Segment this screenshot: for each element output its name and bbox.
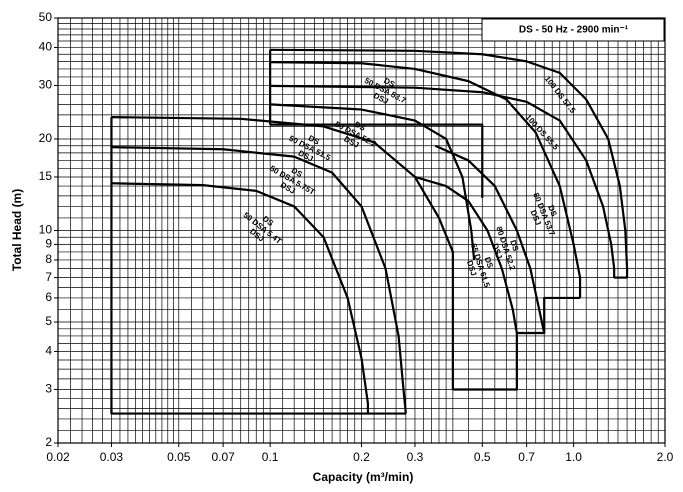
- x-tick-label: 0.02: [46, 450, 70, 464]
- x-tick-label: 0.07: [211, 450, 235, 464]
- curve-label-line: DS: [483, 256, 495, 270]
- y-tick-label: 30: [39, 78, 53, 92]
- y-tick-label: 20: [39, 131, 53, 145]
- y-tick-label: 5: [45, 314, 52, 328]
- curve: [270, 84, 616, 278]
- x-tick-label: 1.0: [565, 450, 582, 464]
- y-tick-label: 4: [45, 344, 52, 358]
- x-axis-label: Capacity (m³/min): [313, 470, 414, 484]
- curve: [111, 146, 407, 414]
- y-tick-label: 10: [39, 223, 53, 237]
- curve-label-line: DS: [546, 204, 559, 218]
- curve: [110, 117, 406, 415]
- y-tick-label: 6: [45, 290, 52, 304]
- x-tick-label: 0.1: [262, 450, 279, 464]
- x-tick-label: 0.5: [474, 450, 491, 464]
- x-tick-label: 0.2: [353, 450, 370, 464]
- x-tick-label: 0.3: [407, 450, 424, 464]
- curve: [270, 61, 582, 298]
- x-tick-label: 0.03: [100, 450, 124, 464]
- y-tick-label: 50: [39, 10, 53, 24]
- chart-title: DS - 50 Hz - 2900 min⁻¹: [519, 25, 629, 36]
- x-tick-label: 0.7: [518, 450, 535, 464]
- title-box: [481, 18, 665, 42]
- curve: [111, 116, 454, 390]
- curve: [270, 123, 484, 198]
- curve-label-line: DS: [508, 239, 520, 253]
- x-tick-label: 2.0: [657, 450, 674, 464]
- curve: [270, 48, 629, 278]
- curve: [434, 144, 546, 334]
- y-tick-label: 40: [39, 40, 53, 54]
- curve: [270, 103, 476, 261]
- y-tick-label: 9: [45, 237, 52, 251]
- y-tick-label: 3: [45, 382, 52, 396]
- y-tick-label: 15: [39, 169, 53, 183]
- y-tick-label: 8: [45, 252, 52, 266]
- y-tick-label: 2: [45, 435, 52, 449]
- y-axis-label: Total Head (m): [10, 189, 24, 271]
- y-tick-label: 7: [45, 270, 52, 284]
- x-tick-label: 0.05: [167, 450, 191, 464]
- curve: [414, 175, 518, 334]
- curve: [111, 182, 370, 414]
- curve: [452, 296, 581, 391]
